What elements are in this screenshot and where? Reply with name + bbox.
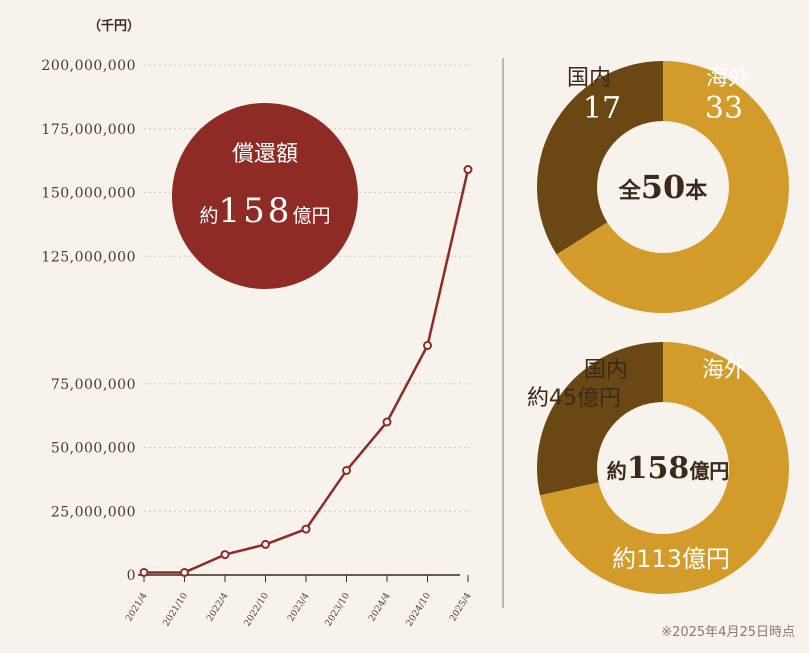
donut2-value-overseas: 約113億円 [612,545,730,573]
x-tick-label: 2021/4 [124,591,149,623]
y-tick-label: 150,000,000 [41,186,136,202]
data-point [180,567,189,577]
data-point [139,567,149,577]
donut1-label-overseas: 海外 [706,66,750,91]
data-point [261,539,270,549]
donut1-hole [597,121,729,253]
x-tick-label: 2022/4 [205,591,230,623]
donut1-value-domestic: 17 [583,91,621,126]
callout-circle [172,103,358,289]
callout-amount: 約158億円 [200,191,331,231]
x-tick-label: 2023/10 [324,591,352,628]
donut-fund-count: 国内 17 海外 33 全50本 [537,61,789,313]
x-tick-label: 2025/4 [448,591,473,623]
x-tick-label: 2021/10 [162,591,190,628]
donut1-value-overseas: 33 [705,91,743,126]
grid-lines [144,64,470,512]
donut1-center-total: 全50本 [618,168,708,206]
data-point [342,465,351,475]
y-tick-label: 200,000,000 [41,58,136,74]
y-tick-label: 75,000,000 [51,377,136,393]
unit-label: （千円） [88,18,140,34]
y-tick-label: 175,000,000 [41,122,136,138]
x-tick-label: 2024/10 [405,591,433,628]
donut1-label-domestic: 国内 [567,66,611,91]
donut2-value-domestic: 約45億円 [527,386,621,411]
data-point [220,550,230,560]
data-point [382,417,392,427]
footnote: ※2025年4月25日時点 [661,625,795,640]
donut2-label-overseas: 海外 [702,358,746,383]
donut-redemption-amount: 国内 約45億円 海外 約113億円 約158億円 [527,342,790,594]
donut2-hole [597,402,729,534]
y-tick-label: 0 [127,568,136,584]
callout-title: 償還額 [232,142,298,167]
x-axis: 2021/4 2021/10 2022/4 2022/10 2023/4 2023/10 2… [124,574,474,628]
y-tick-label: 125,000,000 [41,249,136,265]
donut2-label-domestic: 国内 [584,358,628,383]
y-tick-label: 25,000,000 [51,504,136,520]
data-point [463,165,473,175]
x-tick-label: 2024/4 [367,591,392,623]
data-point [301,524,311,534]
x-tick-label: 2022/10 [243,591,271,628]
total-callout: 償還額 約158億円 [172,103,358,289]
y-tick-label: 50,000,000 [51,441,136,457]
data-point [423,341,432,350]
x-tick-label: 2023/4 [286,591,311,623]
y-axis-ticks: 0 25,000,000 50,000,000 75,000,000 125,000,0… [41,58,136,584]
line-series [139,165,473,577]
donut2-center-total: 約158億円 [607,451,730,486]
